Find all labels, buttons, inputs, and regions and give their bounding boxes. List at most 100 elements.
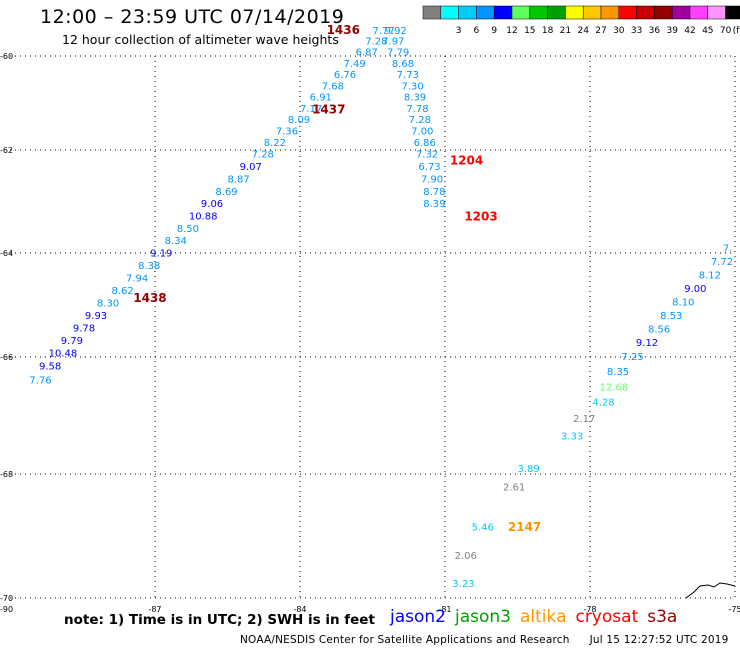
map-subtitle: 12 hour collection of altimeter wave hei… <box>62 32 339 47</box>
color-scale-unit: (ft) <box>733 26 740 36</box>
wave-height-value: 6.73 <box>418 162 440 173</box>
units-note: note: 1) Time is in UTC; 2) SWH is in fe… <box>64 612 375 628</box>
wave-height-value: 8.53 <box>660 311 682 322</box>
wave-height-value: 7.30 <box>402 81 424 92</box>
color-scale-label: 3 <box>456 26 462 36</box>
color-scale-label: 39 <box>666 26 678 36</box>
wave-height-value: 8.39 <box>423 199 445 210</box>
wave-height-value: 9.92 <box>385 26 407 37</box>
wave-height-value: 7.94 <box>126 274 148 285</box>
wave-height-value: 8.30 <box>97 299 119 310</box>
satellite-altika: altika <box>520 607 567 627</box>
wave-height-value: 7.36 <box>276 126 298 137</box>
wave-height-value: 9.93 <box>85 311 107 322</box>
color-scale-label: 12 <box>506 26 517 36</box>
wave-height-value: 7.32 <box>416 150 438 161</box>
lon-tick-label: -78 <box>583 605 596 614</box>
wave-height-value: 9.78 <box>73 324 95 335</box>
pass-time-label: 1436 <box>327 23 360 37</box>
wave-height-value: 8.38 <box>138 261 160 272</box>
wave-height-value: 8.22 <box>264 138 286 149</box>
wave-height-value: 12.68 <box>600 382 629 393</box>
wave-height-value: 9.58 <box>39 361 61 372</box>
wave-height-value: 7.28 <box>365 36 387 47</box>
wave-height-value: 7.00 <box>411 126 433 137</box>
lon-tick-label: -75 <box>728 605 740 614</box>
wave-height-value: 4.28 <box>592 398 614 409</box>
wave-height-value: 7.90 <box>421 174 443 185</box>
color-scale-label: 42 <box>684 26 695 36</box>
wave-height-value: 8.10 <box>672 298 694 309</box>
wave-height-value: 3.89 <box>518 464 540 475</box>
wave-height-value: 7.73 <box>397 70 419 81</box>
wave-height-value: 6.87 <box>356 48 378 59</box>
map-title: 12:00 – 23:59 UTC 07/14/2019 <box>40 6 345 28</box>
wave-height-value: 10.88 <box>189 212 218 223</box>
wave-height-value: 8.78 <box>423 187 445 198</box>
wave-height-value: 6.76 <box>334 70 356 81</box>
satellite-jason2: jason2 <box>390 607 446 627</box>
wave-height-value: 3.23 <box>452 579 474 590</box>
wave-height-value: 9.07 <box>240 162 262 173</box>
wave-height-value: 8.50 <box>177 224 199 235</box>
satellite-legend: jason2 jason3 altika cryosat s3a <box>390 607 686 627</box>
wave-height-value: 7.97 <box>382 36 404 47</box>
wave-height-value: 7.17 <box>300 104 322 115</box>
pass-time-label: 2147 <box>508 520 541 534</box>
color-scale-label: 36 <box>649 26 661 36</box>
wave-height-value: 9.79 <box>61 336 83 347</box>
wave-height-value: 7. <box>723 243 733 254</box>
color-scale-label: 45 <box>702 26 713 36</box>
wave-height-value: 8.12 <box>699 270 721 281</box>
wave-height-value: 7.28 <box>409 115 431 126</box>
wave-height-value: 5.46 <box>472 522 494 533</box>
color-scale-label: 21 <box>560 26 571 36</box>
color-scale-label: 33 <box>631 26 642 36</box>
lon-tick-label: -87 <box>148 605 161 614</box>
wave-height-value: 7.72 <box>711 257 733 268</box>
wave-height-value: 8.39 <box>404 93 426 104</box>
wave-height-value: 2.17 <box>573 414 595 425</box>
footer-org: NOAA/NESDIS Center for Satellite Applica… <box>240 634 570 646</box>
color-scale-label: 15 <box>524 26 535 36</box>
wave-height-value: 7.79 <box>387 48 409 59</box>
lat-tick-label: -64 <box>0 249 13 258</box>
wave-height-value: 9.12 <box>636 338 658 349</box>
wave-height-value: 7.77 <box>373 26 395 37</box>
color-scale-label: 27 <box>595 26 606 36</box>
wave-height-value: 2.06 <box>455 551 477 562</box>
satellite-s3a: s3a <box>647 607 678 627</box>
wave-height-value: 8.68 <box>392 59 414 70</box>
lon-tick-label: -81 <box>438 605 451 614</box>
pass-time-label: 1438 <box>133 291 166 305</box>
satellite-cryosat: cryosat <box>575 607 639 627</box>
corner-tick-label: -90 <box>0 605 13 614</box>
wave-height-value: 8.09 <box>288 115 310 126</box>
wave-height-value: 2.61 <box>503 483 525 494</box>
color-scale-label: 24 <box>577 26 589 36</box>
wave-height-value: 7.25 <box>621 352 643 363</box>
wave-height-value: 7.49 <box>344 59 366 70</box>
wave-height-value: 9.19 <box>150 249 172 260</box>
wave-height-value: 7.76 <box>29 375 51 386</box>
color-scale-label: 6 <box>474 26 480 36</box>
color-scale-label: 30 <box>613 26 625 36</box>
wave-height-value: 8.62 <box>112 286 134 297</box>
pass-time-label: 1204 <box>450 153 483 167</box>
wave-height-value: 8.35 <box>607 367 629 378</box>
lat-tick-label: -68 <box>0 470 13 479</box>
credit-footer: NOAA/NESDIS Center for Satellite Applica… <box>240 634 740 646</box>
color-swatch <box>725 5 740 20</box>
wave-height-value: 7.78 <box>406 104 428 115</box>
wave-height-value: 7.68 <box>322 81 344 92</box>
pass-time-label: 1437 <box>312 102 345 116</box>
lat-tick-label: -66 <box>0 353 13 362</box>
wave-height-value: 8.34 <box>165 236 187 247</box>
color-scale-label: 70 <box>720 26 732 36</box>
lat-tick-label: -60 <box>0 52 13 61</box>
satellite-jason3: jason3 <box>455 607 511 627</box>
wave-height-value: 6.91 <box>310 93 332 104</box>
wave-height-value: 3.33 <box>561 431 583 442</box>
